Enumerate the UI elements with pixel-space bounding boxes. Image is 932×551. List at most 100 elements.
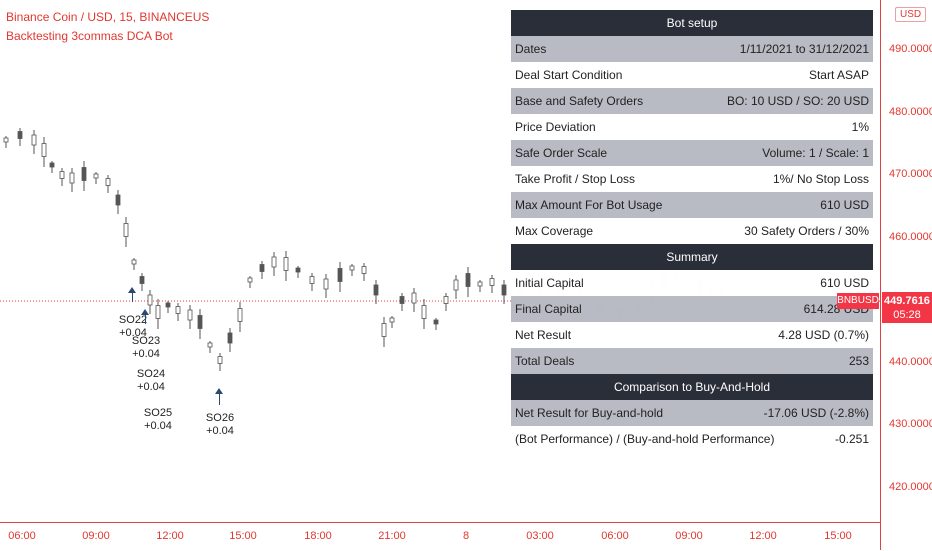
candle-body bbox=[155, 305, 161, 319]
time-tick: 09:00 bbox=[82, 530, 110, 542]
candle-body bbox=[49, 162, 55, 168]
price-tick-460: 460.0000 bbox=[889, 231, 932, 243]
row-label: Total Deals bbox=[515, 354, 575, 368]
candle-body bbox=[389, 317, 395, 323]
table-row: Total Deals 253 bbox=[511, 348, 873, 374]
price-tick-490: 490.0000 bbox=[889, 43, 932, 55]
time-tick: 15:00 bbox=[229, 530, 257, 542]
summary-header: Summary bbox=[511, 244, 873, 270]
row-label: Take Profit / Stop Loss bbox=[515, 172, 636, 186]
candle-body bbox=[69, 172, 75, 184]
table-row: Final Capital 614.28 USD bbox=[511, 296, 873, 322]
row-label: Safe Order Scale bbox=[515, 146, 608, 160]
candle-body bbox=[433, 319, 439, 325]
row-value: 610 USD bbox=[820, 276, 869, 290]
candle-body bbox=[93, 173, 99, 179]
row-value: Start ASAP bbox=[808, 68, 869, 82]
currency-button[interactable]: USD bbox=[895, 7, 927, 22]
candle-body bbox=[489, 278, 495, 286]
candle-body bbox=[309, 276, 315, 284]
table-row: Take Profit / Stop Loss 1%/ No Stop Loss bbox=[511, 166, 873, 192]
bar-countdown: 05:28 bbox=[893, 309, 921, 321]
candle-body bbox=[139, 276, 145, 284]
price-axis[interactable]: USD 490.0000 480.0000 470.0000 460.0000 … bbox=[880, 0, 932, 550]
candle-body bbox=[453, 279, 459, 291]
price-tick-420: 420.0000 bbox=[889, 481, 932, 493]
row-value: 30 Safety Orders / 30% bbox=[744, 224, 869, 238]
candle-body bbox=[501, 284, 507, 296]
bot-setup-header: Bot setup bbox=[511, 10, 873, 36]
candle-body bbox=[131, 259, 137, 265]
candle-body bbox=[81, 167, 87, 181]
row-label: Final Capital bbox=[515, 302, 582, 316]
table-row: (Bot Performance) / (Buy-and-hold Perfor… bbox=[511, 426, 873, 452]
current-price-badge: 449.7616 05:28 bbox=[882, 292, 932, 323]
candle-body bbox=[399, 296, 405, 304]
chart-area[interactable]: Binance Coin / USD, 15, BINANCEUS Backte… bbox=[0, 0, 880, 522]
candle-body bbox=[175, 306, 181, 314]
candle-body bbox=[361, 266, 367, 274]
candle-body bbox=[465, 273, 471, 287]
time-tick: 09:00 bbox=[675, 530, 703, 542]
row-value: 610 USD bbox=[820, 198, 869, 212]
symbol-tag: BNBUSD bbox=[837, 293, 879, 309]
time-tick: 18:00 bbox=[304, 530, 332, 542]
time-tick: 12:00 bbox=[749, 530, 777, 542]
row-value: 1% bbox=[851, 120, 869, 134]
time-tick: 12:00 bbox=[156, 530, 184, 542]
candle-body bbox=[283, 257, 289, 271]
row-value: -0.251 bbox=[834, 432, 869, 446]
candle-body bbox=[259, 264, 265, 272]
candle-body bbox=[31, 134, 37, 146]
time-tick: 06:00 bbox=[601, 530, 629, 542]
candle-body bbox=[165, 302, 171, 308]
table-row: Net Result 4.28 USD (0.7%) bbox=[511, 322, 873, 348]
candle-body bbox=[105, 178, 111, 186]
candle-body bbox=[443, 296, 449, 304]
candle-body bbox=[323, 278, 329, 290]
chart-legend-title: Binance Coin / USD, 15, BINANCEUS bbox=[6, 10, 210, 24]
indicator-name: Backtesting 3commas DCA Bot bbox=[6, 29, 173, 43]
table-row: Net Result for Buy-and-hold -17.06 USD (-… bbox=[511, 400, 873, 426]
candle-body bbox=[147, 294, 153, 306]
row-label: Base and Safety Orders bbox=[515, 94, 644, 108]
table-row: Initial Capital 610 USD bbox=[511, 270, 873, 296]
row-label: Max Amount For Bot Usage bbox=[515, 198, 663, 212]
row-label: Net Result for Buy-and-hold bbox=[515, 406, 664, 420]
so23-arrow-icon bbox=[141, 309, 149, 324]
candle-body bbox=[3, 137, 9, 143]
so25-label: SO25 +0.04 bbox=[143, 407, 173, 432]
candle-body bbox=[271, 256, 277, 268]
table-row: Dates 1/11/2021 to 31/12/2021 bbox=[511, 36, 873, 62]
table-row: Base and Safety Orders BO: 10 USD / SO: 2… bbox=[511, 88, 873, 114]
candle-body bbox=[421, 305, 427, 319]
row-value: 1%/ No Stop Loss bbox=[772, 172, 869, 186]
row-value: 4.28 USD (0.7%) bbox=[778, 328, 869, 342]
candle-body bbox=[477, 281, 483, 287]
candle-body bbox=[237, 308, 243, 322]
price-tick-430: 430.0000 bbox=[889, 418, 932, 430]
candle-body bbox=[123, 223, 129, 237]
candle-body bbox=[349, 265, 355, 271]
candle-body bbox=[187, 309, 193, 321]
candle-body bbox=[59, 171, 65, 179]
table-row: Max Coverage 30 Safety Orders / 30% bbox=[511, 218, 873, 244]
candle-body bbox=[295, 267, 301, 273]
time-tick: 15:00 bbox=[824, 530, 852, 542]
so23-label: SO23 +0.04 bbox=[131, 335, 161, 360]
comparison-header: Comparison to Buy-And-Hold bbox=[511, 374, 873, 400]
price-tick-440: 440.0000 bbox=[889, 356, 932, 368]
time-axis[interactable]: 06:00 09:00 12:00 15:00 18:00 21:00 8 03… bbox=[0, 522, 880, 551]
candle-body bbox=[247, 277, 253, 283]
so22-arrow-icon bbox=[128, 287, 136, 302]
row-label: Net Result bbox=[515, 328, 572, 342]
row-label: Deal Start Condition bbox=[515, 68, 623, 82]
current-price-value: 449.7616 bbox=[884, 295, 930, 307]
price-tick-470: 470.0000 bbox=[889, 168, 932, 180]
row-value: 1/11/2021 to 31/12/2021 bbox=[739, 42, 869, 56]
so22-label: SO22 +0.04 bbox=[118, 314, 148, 339]
table-row: Price Deviation 1% bbox=[511, 114, 873, 140]
row-label: Max Coverage bbox=[515, 224, 594, 238]
row-label: Initial Capital bbox=[515, 276, 584, 290]
candle-body bbox=[115, 194, 121, 206]
